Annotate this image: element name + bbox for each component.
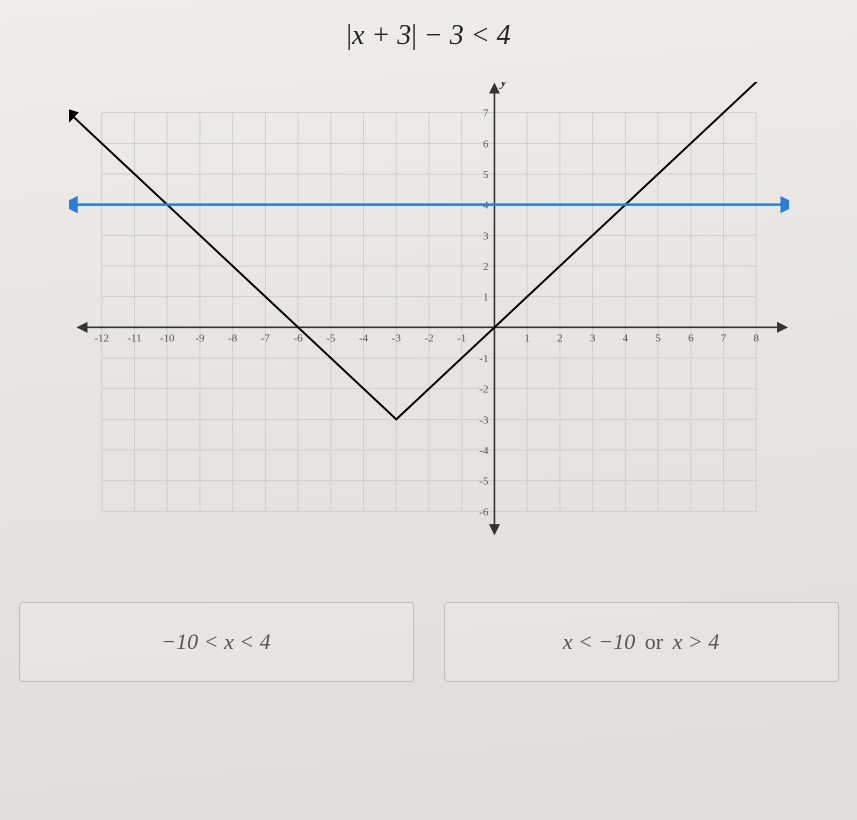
- svg-text:-2: -2: [479, 384, 488, 396]
- svg-text:3: 3: [482, 230, 488, 242]
- svg-text:-5: -5: [326, 332, 336, 344]
- answer-option-b[interactable]: x < −10 or x > 4: [444, 602, 839, 682]
- svg-text:-8: -8: [228, 332, 238, 344]
- svg-text:-2: -2: [424, 332, 433, 344]
- svg-text:5: 5: [482, 169, 488, 181]
- svg-text:2: 2: [557, 332, 563, 344]
- svg-text:-12: -12: [94, 332, 109, 344]
- svg-text:-7: -7: [260, 332, 270, 344]
- answer-option-a[interactable]: −10 < x < 4: [19, 602, 414, 682]
- svg-text:-1: -1: [457, 332, 466, 344]
- coordinate-graph: xy-12-11-10-9-8-7-6-5-4-3-2-112345678-6-…: [69, 82, 789, 542]
- svg-text:1: 1: [524, 332, 530, 344]
- answer-row: −10 < x < 4 x < −10 or x > 4: [19, 602, 839, 682]
- svg-text:2: 2: [482, 261, 488, 273]
- svg-text:1: 1: [482, 292, 488, 304]
- page-container: |x + 3| − 3 < 4 xy-12-11-10-9-8-7-6-5-4-…: [0, 0, 857, 820]
- svg-text:8: 8: [753, 332, 759, 344]
- equation-title: |x + 3| − 3 < 4: [346, 20, 510, 52]
- svg-text:-6: -6: [293, 332, 303, 344]
- answer-a-text: −10 < x < 4: [161, 629, 270, 655]
- graph-container: xy-12-11-10-9-8-7-6-5-4-3-2-112345678-6-…: [69, 82, 789, 542]
- svg-text:-11: -11: [127, 332, 141, 344]
- svg-text:7: 7: [482, 108, 488, 120]
- svg-text:6: 6: [482, 138, 488, 150]
- svg-text:-10: -10: [159, 332, 174, 344]
- answer-b-text: x < −10 or x > 4: [563, 629, 719, 655]
- svg-text:-3: -3: [391, 332, 401, 344]
- svg-text:-3: -3: [479, 414, 489, 426]
- svg-text:3: 3: [589, 332, 595, 344]
- svg-text:y: y: [498, 82, 507, 90]
- svg-text:4: 4: [622, 332, 628, 344]
- svg-text:-4: -4: [358, 332, 368, 344]
- svg-text:-4: -4: [479, 445, 489, 457]
- svg-text:5: 5: [655, 332, 661, 344]
- svg-text:-6: -6: [479, 506, 489, 518]
- svg-text:-9: -9: [195, 332, 205, 344]
- svg-text:-5: -5: [479, 476, 489, 488]
- svg-text:-1: -1: [479, 353, 488, 365]
- svg-text:7: 7: [720, 332, 726, 344]
- svg-text:6: 6: [688, 332, 694, 344]
